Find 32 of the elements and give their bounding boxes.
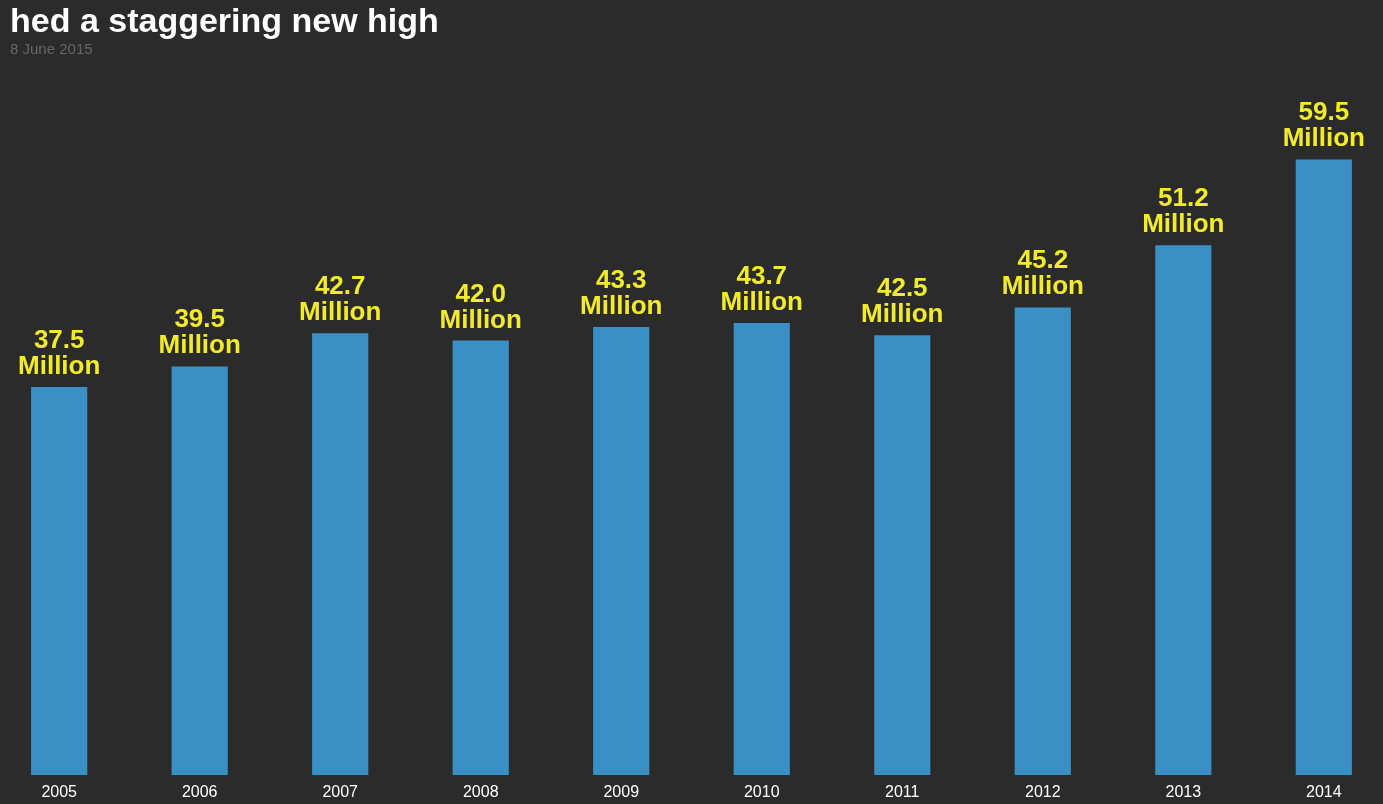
data-label: 43.3 Million — [580, 264, 663, 321]
bar — [593, 327, 650, 775]
x-tick-label: 2013 — [1165, 782, 1202, 800]
bar — [171, 366, 228, 775]
x-tick-label: 2009 — [603, 782, 640, 800]
x-tick-label: 2010 — [743, 782, 780, 800]
data-label: 59.5 Million — [1282, 96, 1365, 153]
data-label: 42.0 Million — [439, 277, 522, 334]
data-label: 45.2 Million — [1001, 244, 1084, 301]
bar — [1155, 245, 1212, 775]
bar — [452, 340, 509, 775]
data-label: 37.5 Million — [18, 324, 101, 381]
bar — [874, 335, 931, 775]
bar — [312, 333, 369, 775]
bar — [1014, 307, 1071, 775]
x-tick-label: 2011 — [885, 782, 920, 800]
bar — [733, 322, 790, 775]
data-label: 42.5 Million — [861, 272, 944, 329]
x-tick-label: 2006 — [181, 782, 218, 800]
chart-title: hed a staggering new high — [10, 1, 439, 39]
x-tick-label: 2005 — [41, 782, 78, 800]
x-tick-label: 2007 — [322, 782, 359, 800]
x-tick-label: 2014 — [1306, 782, 1342, 800]
data-label: 42.7 Million — [299, 270, 382, 327]
x-tick-label: 2012 — [1024, 782, 1061, 800]
data-label: 51.2 Million — [1142, 182, 1225, 239]
chart-subtitle: 8 June 2015 — [10, 40, 93, 57]
bar — [1295, 159, 1352, 775]
x-tick-label: 2008 — [462, 782, 499, 800]
bar — [31, 387, 88, 775]
data-label: 39.5 Million — [158, 303, 241, 360]
data-label: 43.7 Million — [720, 259, 803, 316]
